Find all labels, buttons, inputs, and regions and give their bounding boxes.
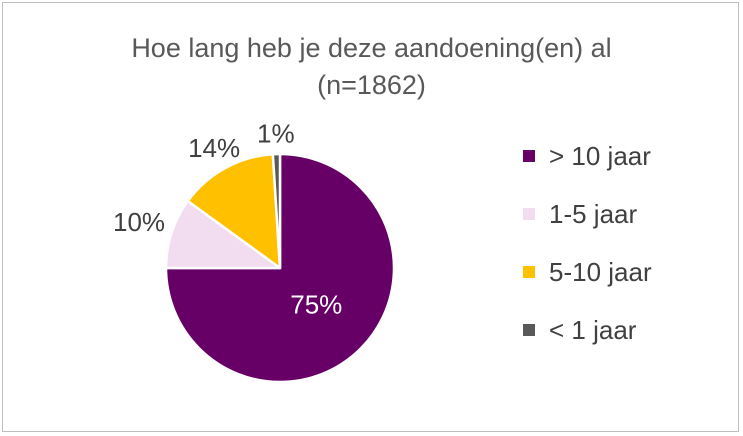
legend-swatch-5-10-jaar	[523, 266, 535, 278]
chart-legend: > 10 jaar 1-5 jaar 5-10 jaar < 1 jaar	[523, 127, 652, 359]
pie-slice-under-1-jaar	[271, 152, 282, 270]
chart-title: Hoe lang heb je deze aandoening(en) al (…	[0, 30, 743, 104]
legend-swatch-1-5-jaar	[523, 208, 535, 220]
legend-label-1-5-jaar: 1-5 jaar	[549, 198, 638, 229]
legend-item-under-1-jaar: < 1 jaar	[523, 301, 652, 359]
legend-label-under-1-jaar: < 1 jaar	[549, 314, 637, 345]
data-label-5-10-jaar: 14%	[188, 133, 240, 163]
pie-data-labels: 75% 10% 14% 1%	[113, 119, 342, 320]
data-label-1-5-jaar: 10%	[113, 207, 165, 237]
legend-item-5-10-jaar: 5-10 jaar	[523, 243, 652, 301]
legend-item-over-10-jaar: > 10 jaar	[523, 127, 652, 185]
legend-item-1-5-jaar: 1-5 jaar	[523, 185, 652, 243]
data-label-over-10-jaar: 75%	[290, 289, 342, 319]
legend-swatch-over-10-jaar	[523, 150, 535, 162]
pie-slice-1-5-jaar	[164, 199, 282, 270]
legend-label-5-10-jaar: 5-10 jaar	[549, 256, 652, 287]
pie-slices	[164, 152, 396, 384]
pie-slice-5-10-jaar	[186, 152, 282, 270]
chart-title-line1: Hoe lang heb je deze aandoening(en) al	[131, 33, 612, 63]
legend-label-over-10-jaar: > 10 jaar	[549, 140, 651, 171]
pie-slice-over-10-jaar	[164, 152, 396, 384]
data-label-under-1-jaar: 1%	[257, 119, 295, 149]
legend-swatch-under-1-jaar	[523, 324, 535, 336]
chart-title-line2: (n=1862)	[317, 70, 426, 100]
